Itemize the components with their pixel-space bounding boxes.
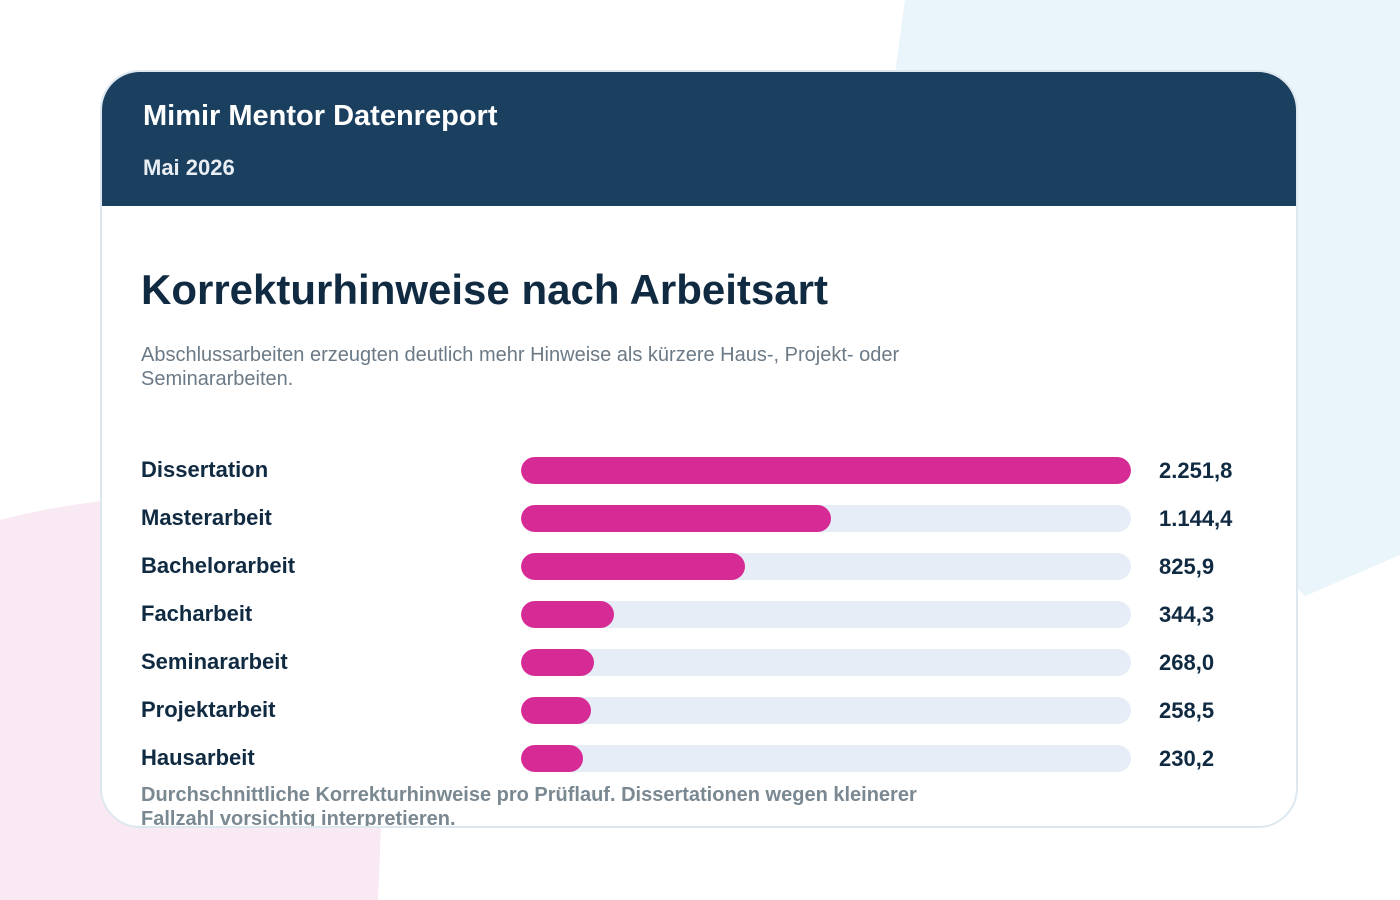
bar-value-hausarbeit: 230,2 (1159, 746, 1215, 771)
bar-dissertation (521, 457, 1131, 484)
bar-projektarbeit (521, 697, 592, 724)
report-card: Mimir Mentor Datenreport Mai 2026 Korrek… (100, 70, 1298, 828)
bar-facharbeit (521, 601, 615, 628)
bar-label-hausarbeit: Hausarbeit (141, 745, 255, 770)
bar-row-seminararbeit: Seminararbeit 268,0 (102, 648, 1296, 676)
bar-value-bachelorarbeit: 825,9 (1159, 554, 1215, 579)
bar-track-bachelorarbeit (521, 553, 1131, 580)
bar-track-masterarbeit (521, 505, 1131, 532)
bar-value-seminararbeit: 268,0 (1159, 650, 1215, 675)
bar-masterarbeit (521, 505, 831, 532)
bar-row-facharbeit: Facharbeit 344,3 (102, 600, 1296, 628)
bar-bachelorarbeit (521, 553, 745, 580)
bar-track-facharbeit (521, 601, 1131, 628)
report-brand-title: Mimir Mentor Datenreport (143, 100, 498, 132)
bar-row-projektarbeit: Projektarbeit 258,5 (102, 696, 1296, 724)
bar-track-dissertation (521, 457, 1131, 484)
bar-value-masterarbeit: 1.144,4 (1159, 506, 1233, 531)
report-period: Mai 2026 (143, 155, 235, 180)
bar-label-dissertation: Dissertation (141, 457, 269, 482)
bar-row-hausarbeit: Hausarbeit 230,2 (102, 744, 1296, 772)
report-header: Mimir Mentor Datenreport Mai 2026 (102, 72, 1296, 206)
bar-row-masterarbeit: Masterarbeit 1.144,4 (102, 504, 1296, 532)
bar-row-dissertation: Dissertation 2.251,8 (102, 456, 1296, 484)
bar-value-projektarbeit: 258,5 (1159, 698, 1215, 723)
bar-label-seminararbeit: Seminararbeit (141, 649, 288, 674)
bar-label-bachelorarbeit: Bachelorarbeit (141, 553, 296, 578)
bar-label-facharbeit: Facharbeit (141, 601, 253, 626)
bar-label-masterarbeit: Masterarbeit (141, 505, 272, 530)
bar-value-dissertation: 2.251,8 (1159, 458, 1233, 483)
bar-label-projektarbeit: Projektarbeit (141, 697, 276, 722)
chart-subtitle: Abschlussarbeiten erzeugten deutlich meh… (141, 344, 900, 390)
bar-track-projektarbeit (521, 697, 1131, 724)
bar-hausarbeit (521, 745, 584, 772)
bar-track-hausarbeit (521, 745, 1131, 772)
chart-footnote: Durchschnittliche Korrekturhinweise pro … (141, 784, 917, 828)
bar-value-facharbeit: 344,3 (1159, 602, 1215, 627)
bar-track-seminararbeit (521, 649, 1131, 676)
bar-row-bachelorarbeit: Bachelorarbeit 825,9 (102, 552, 1296, 580)
bar-seminararbeit (521, 649, 594, 676)
chart-title: Korrekturhinweise nach Arbeitsart (141, 266, 828, 313)
